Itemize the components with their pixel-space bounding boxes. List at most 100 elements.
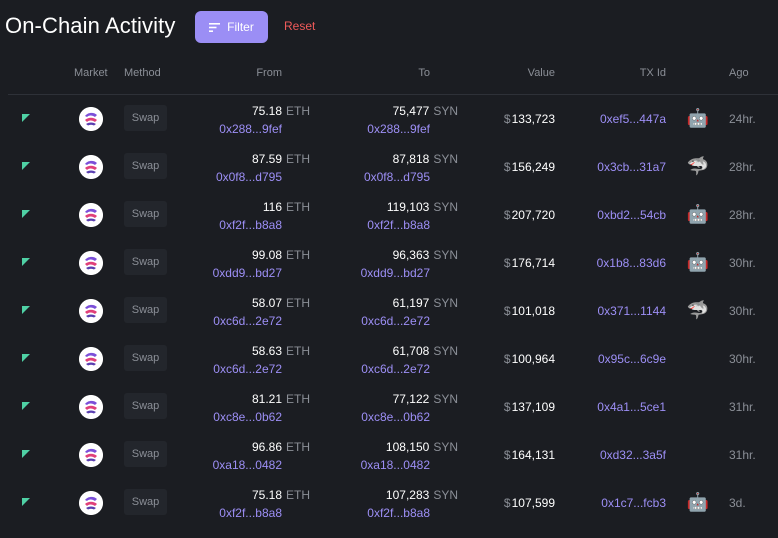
market-token-icon[interactable] (79, 155, 103, 179)
usd-value-amount: 100,964 (511, 352, 555, 366)
market-token-icon[interactable] (79, 491, 103, 515)
usd-value-amount: 137,109 (511, 400, 555, 414)
from-address-link[interactable]: 0xf2f...b8a8 (219, 218, 282, 232)
from-address-link[interactable]: 0xf2f...b8a8 (219, 506, 282, 520)
to-address-link[interactable]: 0x0f8...d795 (363, 170, 430, 184)
to-address-link[interactable]: 0xf2f...b8a8 (367, 506, 430, 520)
from-amount-value: 87.59 (251, 152, 282, 166)
method-label: Swap (131, 256, 160, 268)
from-address-link[interactable]: 0xdd9...bd27 (212, 266, 282, 280)
robot-icon: 🤖 (686, 492, 710, 512)
from-address-link[interactable]: 0xc6d...2e72 (213, 362, 282, 376)
table-row[interactable]: Swap 75.18 ETH 0xf2f...b8a8 107,283 SYN 0x… (0, 479, 778, 527)
column-header-market[interactable]: Market (74, 67, 108, 79)
column-header-method[interactable]: Method (124, 67, 161, 79)
filter-button-label: Filter (227, 20, 254, 34)
column-header-txid[interactable]: TX Id (639, 67, 666, 79)
time-ago: 24hr. (729, 112, 756, 126)
column-header-from[interactable]: From (256, 67, 282, 79)
usd-value-amount: 101,018 (511, 304, 555, 318)
buy-indicator-icon (22, 162, 30, 170)
usd-value: $207,720 (504, 208, 555, 222)
to-amount-value: 119,103 (386, 200, 430, 214)
tx-id-link[interactable]: 0x95c...6c9e (597, 352, 666, 366)
usd-value: $176,714 (504, 256, 555, 270)
robot-icon: 🤖 (686, 204, 710, 224)
tx-id-link[interactable]: 0x1c7...fcb3 (601, 496, 666, 510)
market-token-icon[interactable] (79, 443, 103, 467)
from-amount: 96.86 ETH (252, 440, 310, 454)
to-amount: 107,283 SYN (386, 488, 458, 502)
tx-id-link[interactable]: 0x3cb...31a7 (597, 160, 666, 174)
to-amount-value: 96,363 (392, 248, 430, 262)
market-token-icon[interactable] (79, 299, 103, 323)
table-row[interactable]: Swap 96.86 ETH 0xa18...0482 108,150 SYN 0x… (0, 431, 778, 479)
from-amount-value: 75.18 (251, 104, 282, 118)
method-badge: Swap (124, 393, 167, 419)
method-badge: Swap (124, 249, 167, 275)
to-address-link[interactable]: 0xf2f...b8a8 (367, 218, 430, 232)
from-unit: ETH (286, 200, 310, 214)
tx-id-link[interactable]: 0xbd2...54cb (597, 208, 666, 222)
market-token-icon[interactable] (79, 107, 103, 131)
usd-value: $101,018 (504, 304, 555, 318)
to-address-link[interactable]: 0xc8e...0b62 (361, 410, 430, 424)
market-token-icon[interactable] (79, 203, 103, 227)
to-unit: SYN (433, 440, 458, 454)
from-address-link[interactable]: 0xa18...0482 (212, 458, 282, 472)
tx-id-link[interactable]: 0x4a1...5ce1 (597, 400, 666, 414)
usd-value-amount: 133,723 (511, 112, 555, 126)
currency-symbol: $ (503, 112, 511, 126)
currency-symbol: $ (503, 304, 511, 318)
table-row[interactable]: Swap 75.18 ETH 0x288...9fef 75,477 SYN 0x2… (0, 95, 778, 143)
table-row[interactable]: Swap 58.63 ETH 0xc6d...2e72 61,708 SYN 0xc… (0, 335, 778, 383)
shark-icon: 🦈 (686, 300, 710, 320)
from-address-link[interactable]: 0x0f8...d795 (215, 170, 282, 184)
column-header-to[interactable]: To (418, 67, 430, 79)
market-token-icon[interactable] (79, 347, 103, 371)
to-unit: SYN (433, 104, 458, 118)
time-ago: 31hr. (729, 448, 756, 462)
column-header-value[interactable]: Value (527, 67, 555, 79)
market-token-icon[interactable] (79, 395, 103, 419)
from-amount: 81.21 ETH (252, 392, 310, 406)
buy-indicator-icon (22, 258, 30, 266)
to-amount-value: 108,150 (385, 440, 430, 454)
tx-id-link[interactable]: 0xef5...447a (599, 112, 666, 126)
table-row[interactable]: Swap 87.59 ETH 0x0f8...d795 87,818 SYN 0x0… (0, 143, 778, 191)
to-unit: SYN (433, 344, 458, 358)
to-amount: 61,197 SYN (393, 296, 458, 310)
shark-icon: 🦈 (686, 156, 710, 176)
table-row[interactable]: Swap 116 ETH 0xf2f...b8a8 119,103 SYN 0xf2… (0, 191, 778, 239)
table-row[interactable]: Swap 99.08 ETH 0xdd9...bd27 96,363 SYN 0xd… (0, 239, 778, 287)
time-ago: 28hr. (729, 208, 756, 222)
tx-id-link[interactable]: 0x371...1144 (597, 304, 666, 318)
to-address-link[interactable]: 0xc6d...2e72 (361, 314, 430, 328)
from-amount: 58.07 ETH (252, 296, 310, 310)
column-header-ago[interactable]: Ago (729, 67, 749, 79)
from-amount-value: 58.63 (251, 344, 282, 358)
to-address-link[interactable]: 0xa18...0482 (360, 458, 430, 472)
from-address-link[interactable]: 0xc8e...0b62 (213, 410, 282, 424)
currency-symbol: $ (503, 160, 511, 174)
method-label: Swap (131, 304, 160, 316)
to-address-link[interactable]: 0x288...9fef (367, 122, 430, 136)
from-address-link[interactable]: 0xc6d...2e72 (213, 314, 282, 328)
filter-button[interactable]: Filter (195, 11, 268, 43)
time-ago: 3d. (729, 496, 746, 510)
market-token-icon[interactable] (79, 251, 103, 275)
from-address-link[interactable]: 0x288...9fef (219, 122, 282, 136)
robot-icon: 🤖 (686, 108, 710, 128)
table-row[interactable]: Swap 58.07 ETH 0xc6d...2e72 61,197 SYN 0xc… (0, 287, 778, 335)
reset-button[interactable]: Reset (284, 19, 316, 33)
from-unit: ETH (286, 104, 310, 118)
table-row[interactable]: Swap 81.21 ETH 0xc8e...0b62 77,122 SYN 0xc… (0, 383, 778, 431)
to-address-link[interactable]: 0xdd9...bd27 (360, 266, 430, 280)
to-unit: SYN (433, 200, 458, 214)
currency-symbol: $ (503, 208, 511, 222)
to-address-link[interactable]: 0xc6d...2e72 (361, 362, 430, 376)
method-badge: Swap (124, 441, 167, 467)
tx-id-link[interactable]: 0xd32...3a5f (599, 448, 666, 462)
method-badge: Swap (124, 105, 167, 131)
tx-id-link[interactable]: 0x1b8...83d6 (596, 256, 666, 270)
